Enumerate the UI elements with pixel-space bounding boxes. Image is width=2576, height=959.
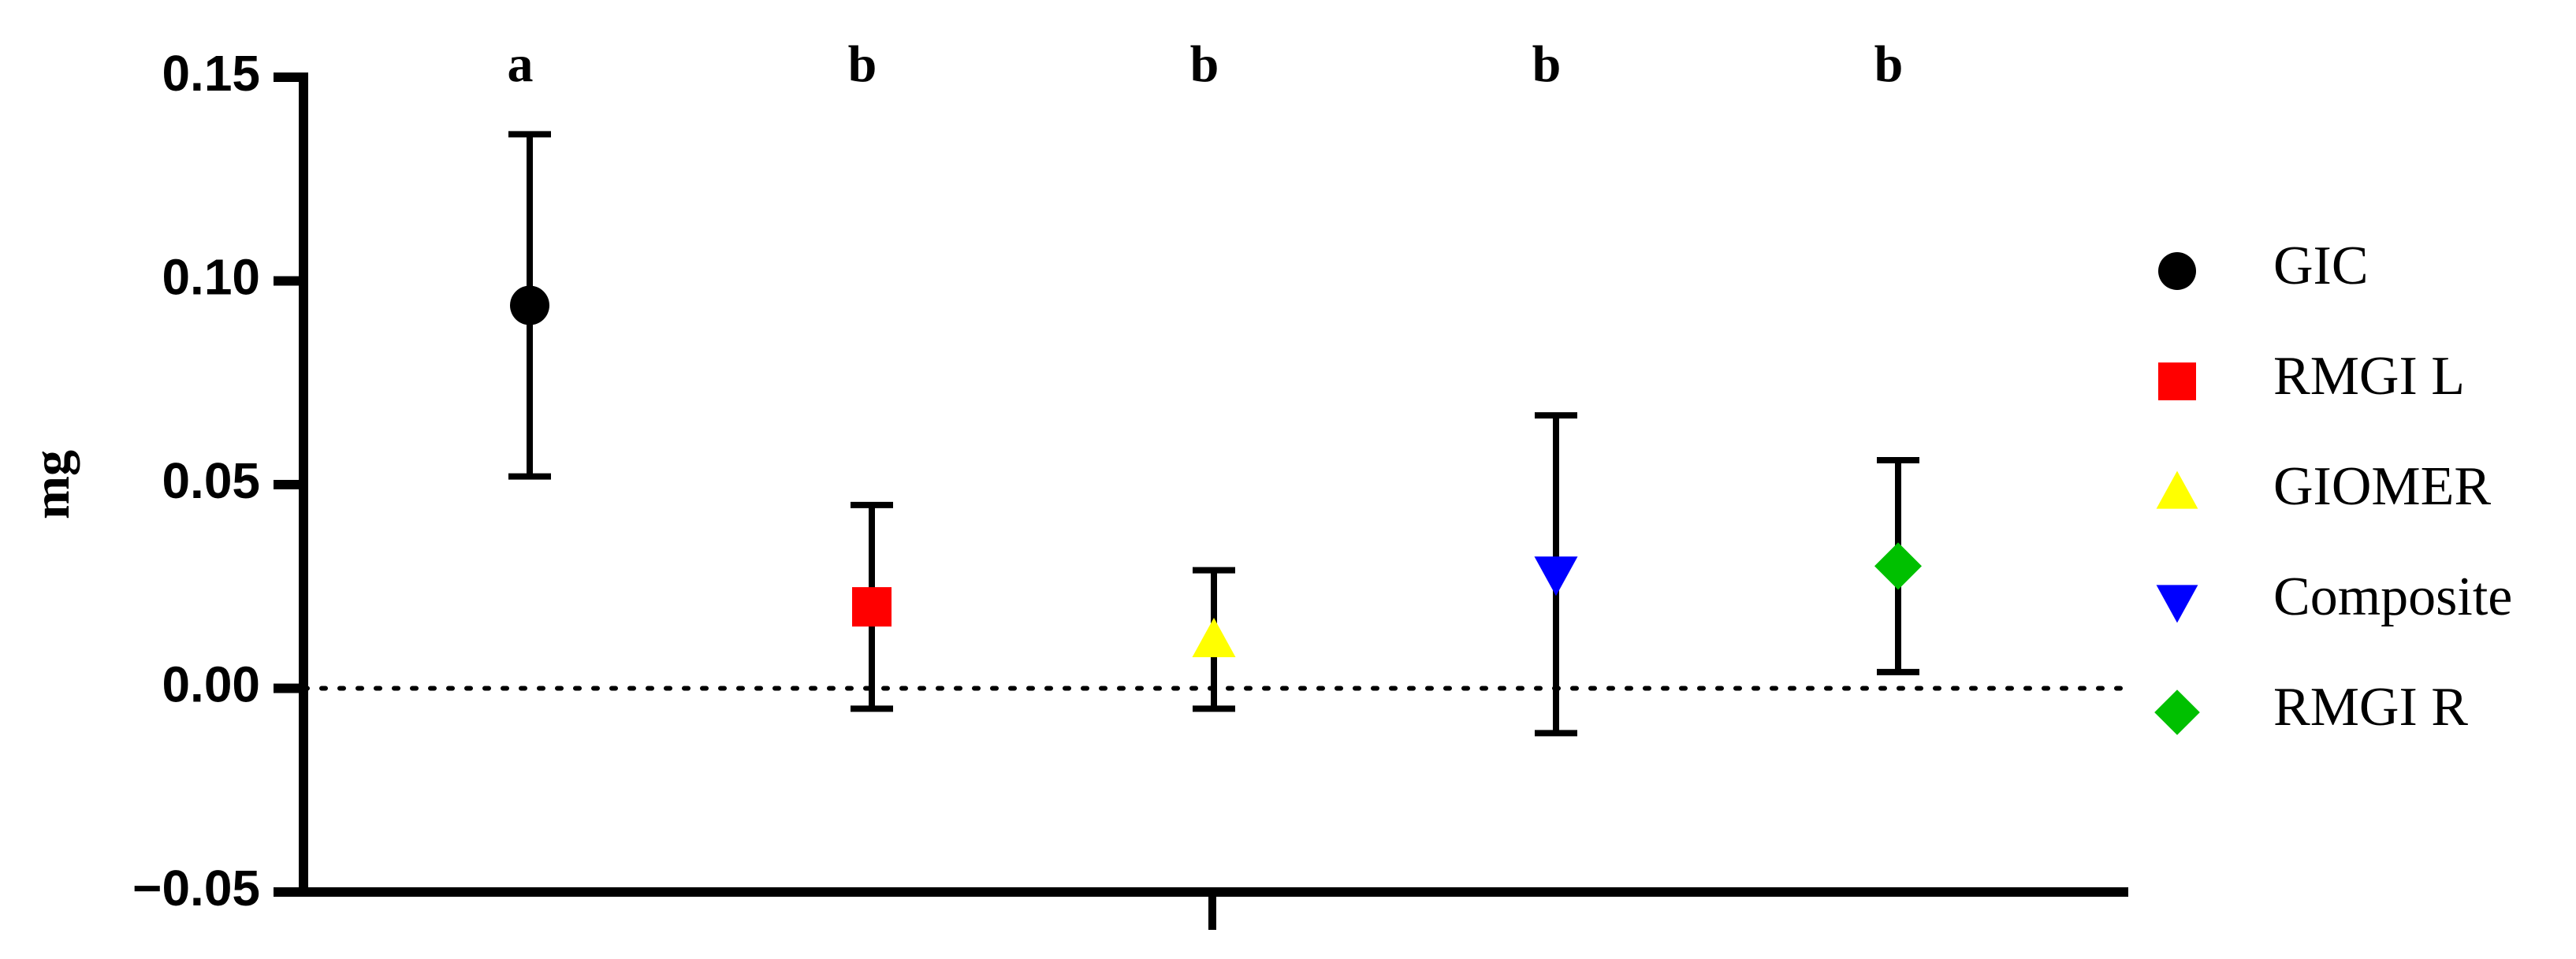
legend-label: RMGI L: [2273, 346, 2465, 407]
group-letter: b: [848, 35, 877, 93]
y-axis-label: mg: [23, 450, 80, 519]
y-tick-label: 0.15: [162, 45, 260, 102]
y-tick-label: 0.05: [162, 452, 260, 509]
y-tick-label: 0.00: [162, 656, 260, 712]
legend-marker: [2158, 252, 2196, 290]
legend-label: GIOMER: [2273, 456, 2491, 517]
group-letter: b: [1874, 35, 1904, 93]
legend-marker: [2156, 585, 2198, 623]
legend-marker: [2156, 470, 2198, 509]
group-letter: a: [508, 35, 534, 93]
y-tick-label: −0.05: [132, 860, 260, 916]
group-letter: b: [1532, 35, 1562, 93]
legend-label: RMGI R: [2273, 677, 2468, 738]
marker: [852, 587, 892, 627]
marker: [1534, 556, 1578, 597]
marker: [1874, 542, 1922, 590]
y-tick-label: 0.10: [162, 248, 260, 305]
legend-label: Composite: [2273, 567, 2512, 627]
legend-marker: [2158, 362, 2196, 400]
marker: [510, 285, 549, 325]
group-letter: b: [1190, 35, 1219, 93]
legend-label: GIC: [2273, 236, 2369, 296]
marker: [1192, 617, 1236, 657]
legend-marker: [2154, 690, 2200, 735]
